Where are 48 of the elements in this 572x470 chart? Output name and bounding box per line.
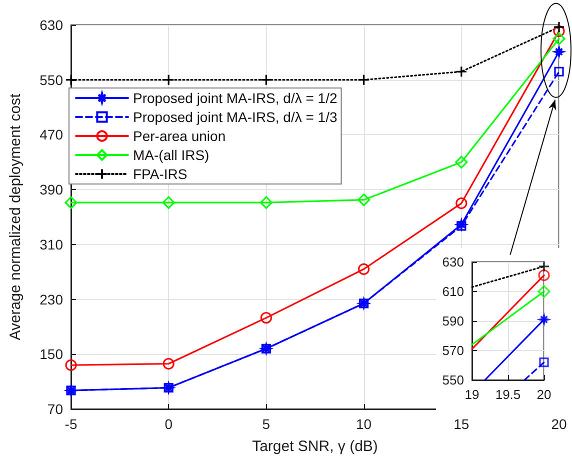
point (65, 74, 77, 86)
y-tick-label: 150 (40, 346, 64, 362)
y-tick-label: 590 (442, 314, 464, 328)
y-axis-title: Average normalized deployment cost (7, 92, 24, 340)
legend-label: MA-(all IRS) (133, 147, 210, 163)
x-tick-label: 20 (551, 416, 567, 432)
point (554, 66, 564, 76)
x-tick-label: 19.5 (495, 387, 521, 402)
x-tick-label: -5 (64, 416, 78, 432)
y-tick-label: 70 (47, 401, 64, 417)
point (456, 66, 468, 78)
x-axis-title: Target SNR, γ (dB) (252, 438, 378, 455)
point (553, 25, 565, 37)
x-tick-label: 20 (536, 387, 552, 402)
point (358, 74, 370, 86)
x-tick-label: 15 (454, 416, 470, 432)
y-tick-label: 550 (442, 372, 464, 388)
y-tick-label: 470 (40, 126, 64, 143)
y-tick-label: 310 (40, 236, 64, 252)
point (260, 196, 272, 209)
y-tick-label: 630 (442, 254, 464, 270)
point (260, 312, 272, 324)
point (358, 263, 370, 275)
point (553, 21, 565, 33)
y-tick-label: 390 (40, 182, 64, 198)
y-tick-label: 630 (40, 17, 64, 33)
legend-label: Proposed joint MA-IRS, d/λ = 1/2 (133, 90, 338, 106)
point (162, 196, 175, 209)
legend-label: Per-area union (133, 128, 226, 144)
point (65, 359, 77, 371)
y-tick-label: 610 (442, 284, 464, 299)
point (456, 197, 468, 210)
y-tick-label: 570 (442, 343, 464, 358)
legend-label: Proposed joint MA-IRS, d/λ = 1/3 (133, 109, 338, 125)
x-tick-label: 10 (356, 416, 372, 432)
point (552, 32, 566, 46)
point (260, 74, 272, 86)
x-tick-label: 5 (262, 416, 270, 432)
y-tick-label: 550 (40, 72, 64, 88)
y-tick-label: 230 (40, 291, 64, 308)
point (358, 194, 370, 206)
point (162, 358, 174, 370)
x-tick-label: 0 (164, 416, 173, 432)
point (455, 156, 468, 168)
legend-label: FPA-IRS (133, 166, 188, 182)
point (64, 196, 78, 209)
x-tick-label: 19 (464, 387, 480, 402)
point (162, 74, 174, 86)
